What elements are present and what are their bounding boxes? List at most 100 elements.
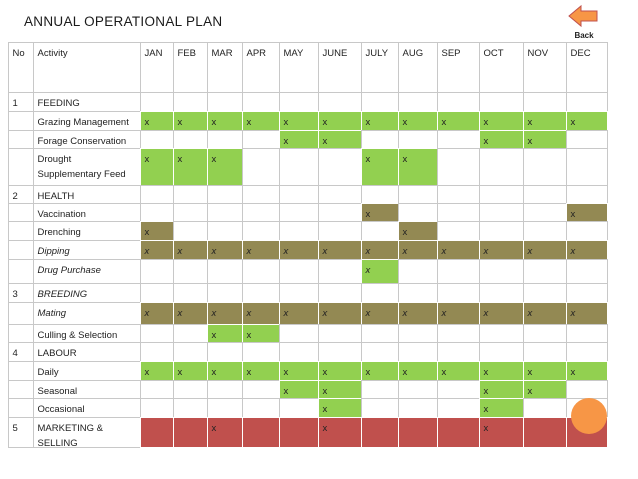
month-cell: x bbox=[478, 379, 524, 399]
back-button[interactable]: Back bbox=[566, 3, 602, 41]
month-cell bbox=[241, 258, 280, 284]
month-cell bbox=[206, 282, 243, 303]
month-cell: x bbox=[478, 360, 524, 381]
row-number bbox=[7, 202, 34, 222]
header-cell: Activity bbox=[32, 41, 141, 93]
row-number bbox=[7, 323, 34, 343]
month-cell bbox=[565, 341, 608, 362]
month-cell bbox=[172, 129, 208, 149]
month-cell: x bbox=[317, 397, 362, 418]
month-cell bbox=[360, 379, 399, 399]
activity-cell: FEEDING bbox=[32, 91, 141, 112]
arrow-shape bbox=[568, 4, 598, 28]
month-cell bbox=[436, 91, 480, 112]
month-cell: x bbox=[565, 202, 608, 222]
month-cell bbox=[478, 220, 524, 241]
month-cell bbox=[397, 341, 438, 362]
month-cell bbox=[360, 282, 399, 303]
month-cell bbox=[397, 184, 438, 204]
header-cell: MAY bbox=[278, 41, 319, 93]
month-cell: x bbox=[139, 110, 174, 131]
month-cell bbox=[278, 282, 319, 303]
month-cell: x bbox=[172, 239, 208, 260]
month-cell bbox=[360, 323, 399, 343]
month-cell bbox=[139, 379, 174, 399]
month-cell: x bbox=[278, 129, 319, 149]
month-cell bbox=[436, 379, 480, 399]
activity-cell: Drenching bbox=[32, 220, 141, 241]
month-cell: x bbox=[317, 110, 362, 131]
activity-cell: HEALTH bbox=[32, 184, 141, 204]
month-cell: x bbox=[360, 239, 399, 260]
month-cell bbox=[206, 202, 243, 222]
month-cell bbox=[206, 91, 243, 112]
month-cell: x bbox=[139, 220, 174, 241]
month-cell: x bbox=[241, 110, 280, 131]
month-cell: x bbox=[139, 360, 174, 381]
month-cell bbox=[241, 184, 280, 204]
month-cell: x bbox=[360, 110, 399, 131]
month-cell bbox=[317, 341, 362, 362]
month-cell: x bbox=[278, 239, 319, 260]
month-cell: x bbox=[241, 301, 280, 325]
month-cell bbox=[278, 341, 319, 362]
month-cell: x bbox=[172, 110, 208, 131]
month-cell bbox=[278, 220, 319, 241]
back-label[interactable]: Back bbox=[574, 31, 594, 40]
month-cell: x bbox=[478, 129, 524, 149]
activity-cell: Seasonal bbox=[32, 379, 141, 399]
month-cell bbox=[278, 416, 319, 448]
month-cell bbox=[172, 341, 208, 362]
month-cell: x bbox=[139, 301, 174, 325]
month-cell: x bbox=[436, 301, 480, 325]
month-cell: x bbox=[241, 323, 280, 343]
month-cell bbox=[522, 202, 567, 222]
month-cell bbox=[565, 129, 608, 149]
month-cell bbox=[397, 282, 438, 303]
header-cell: JAN bbox=[139, 41, 174, 93]
month-cell: x bbox=[522, 239, 567, 260]
month-cell bbox=[241, 129, 280, 149]
month-cell bbox=[522, 341, 567, 362]
month-cell bbox=[522, 258, 567, 284]
month-cell bbox=[397, 323, 438, 343]
month-cell bbox=[436, 258, 480, 284]
activity-cell: Dipping bbox=[32, 239, 141, 260]
month-cell bbox=[397, 416, 438, 448]
activity-cell: Mating bbox=[32, 301, 141, 325]
month-cell: x bbox=[360, 301, 399, 325]
month-cell bbox=[397, 129, 438, 149]
activity-cell: Drug Purchase bbox=[32, 258, 141, 284]
month-cell bbox=[241, 147, 280, 186]
month-cell bbox=[172, 184, 208, 204]
row-number: 4 bbox=[7, 341, 34, 362]
month-cell bbox=[360, 129, 399, 149]
month-cell bbox=[478, 258, 524, 284]
activity-cell: Vaccination bbox=[32, 202, 141, 222]
month-cell: x bbox=[278, 360, 319, 381]
month-cell bbox=[436, 202, 480, 222]
month-cell bbox=[360, 220, 399, 241]
row-number bbox=[7, 147, 34, 186]
month-cell bbox=[206, 397, 243, 418]
row-number bbox=[7, 397, 34, 418]
month-cell bbox=[436, 129, 480, 149]
month-cell bbox=[139, 323, 174, 343]
month-cell: x bbox=[565, 110, 608, 131]
month-cell bbox=[139, 397, 174, 418]
month-cell: x bbox=[478, 110, 524, 131]
header-cell: AUG bbox=[397, 41, 438, 93]
month-cell: x bbox=[139, 147, 174, 186]
month-cell bbox=[360, 416, 399, 448]
month-cell: x bbox=[278, 110, 319, 131]
month-cell bbox=[436, 397, 480, 418]
decoration-circle bbox=[571, 398, 607, 434]
month-cell: x bbox=[522, 360, 567, 381]
month-cell bbox=[360, 397, 399, 418]
month-cell bbox=[172, 220, 208, 241]
activity-cell: BREEDING bbox=[32, 282, 141, 303]
month-cell bbox=[565, 323, 608, 343]
month-cell bbox=[436, 184, 480, 204]
month-cell bbox=[278, 258, 319, 284]
